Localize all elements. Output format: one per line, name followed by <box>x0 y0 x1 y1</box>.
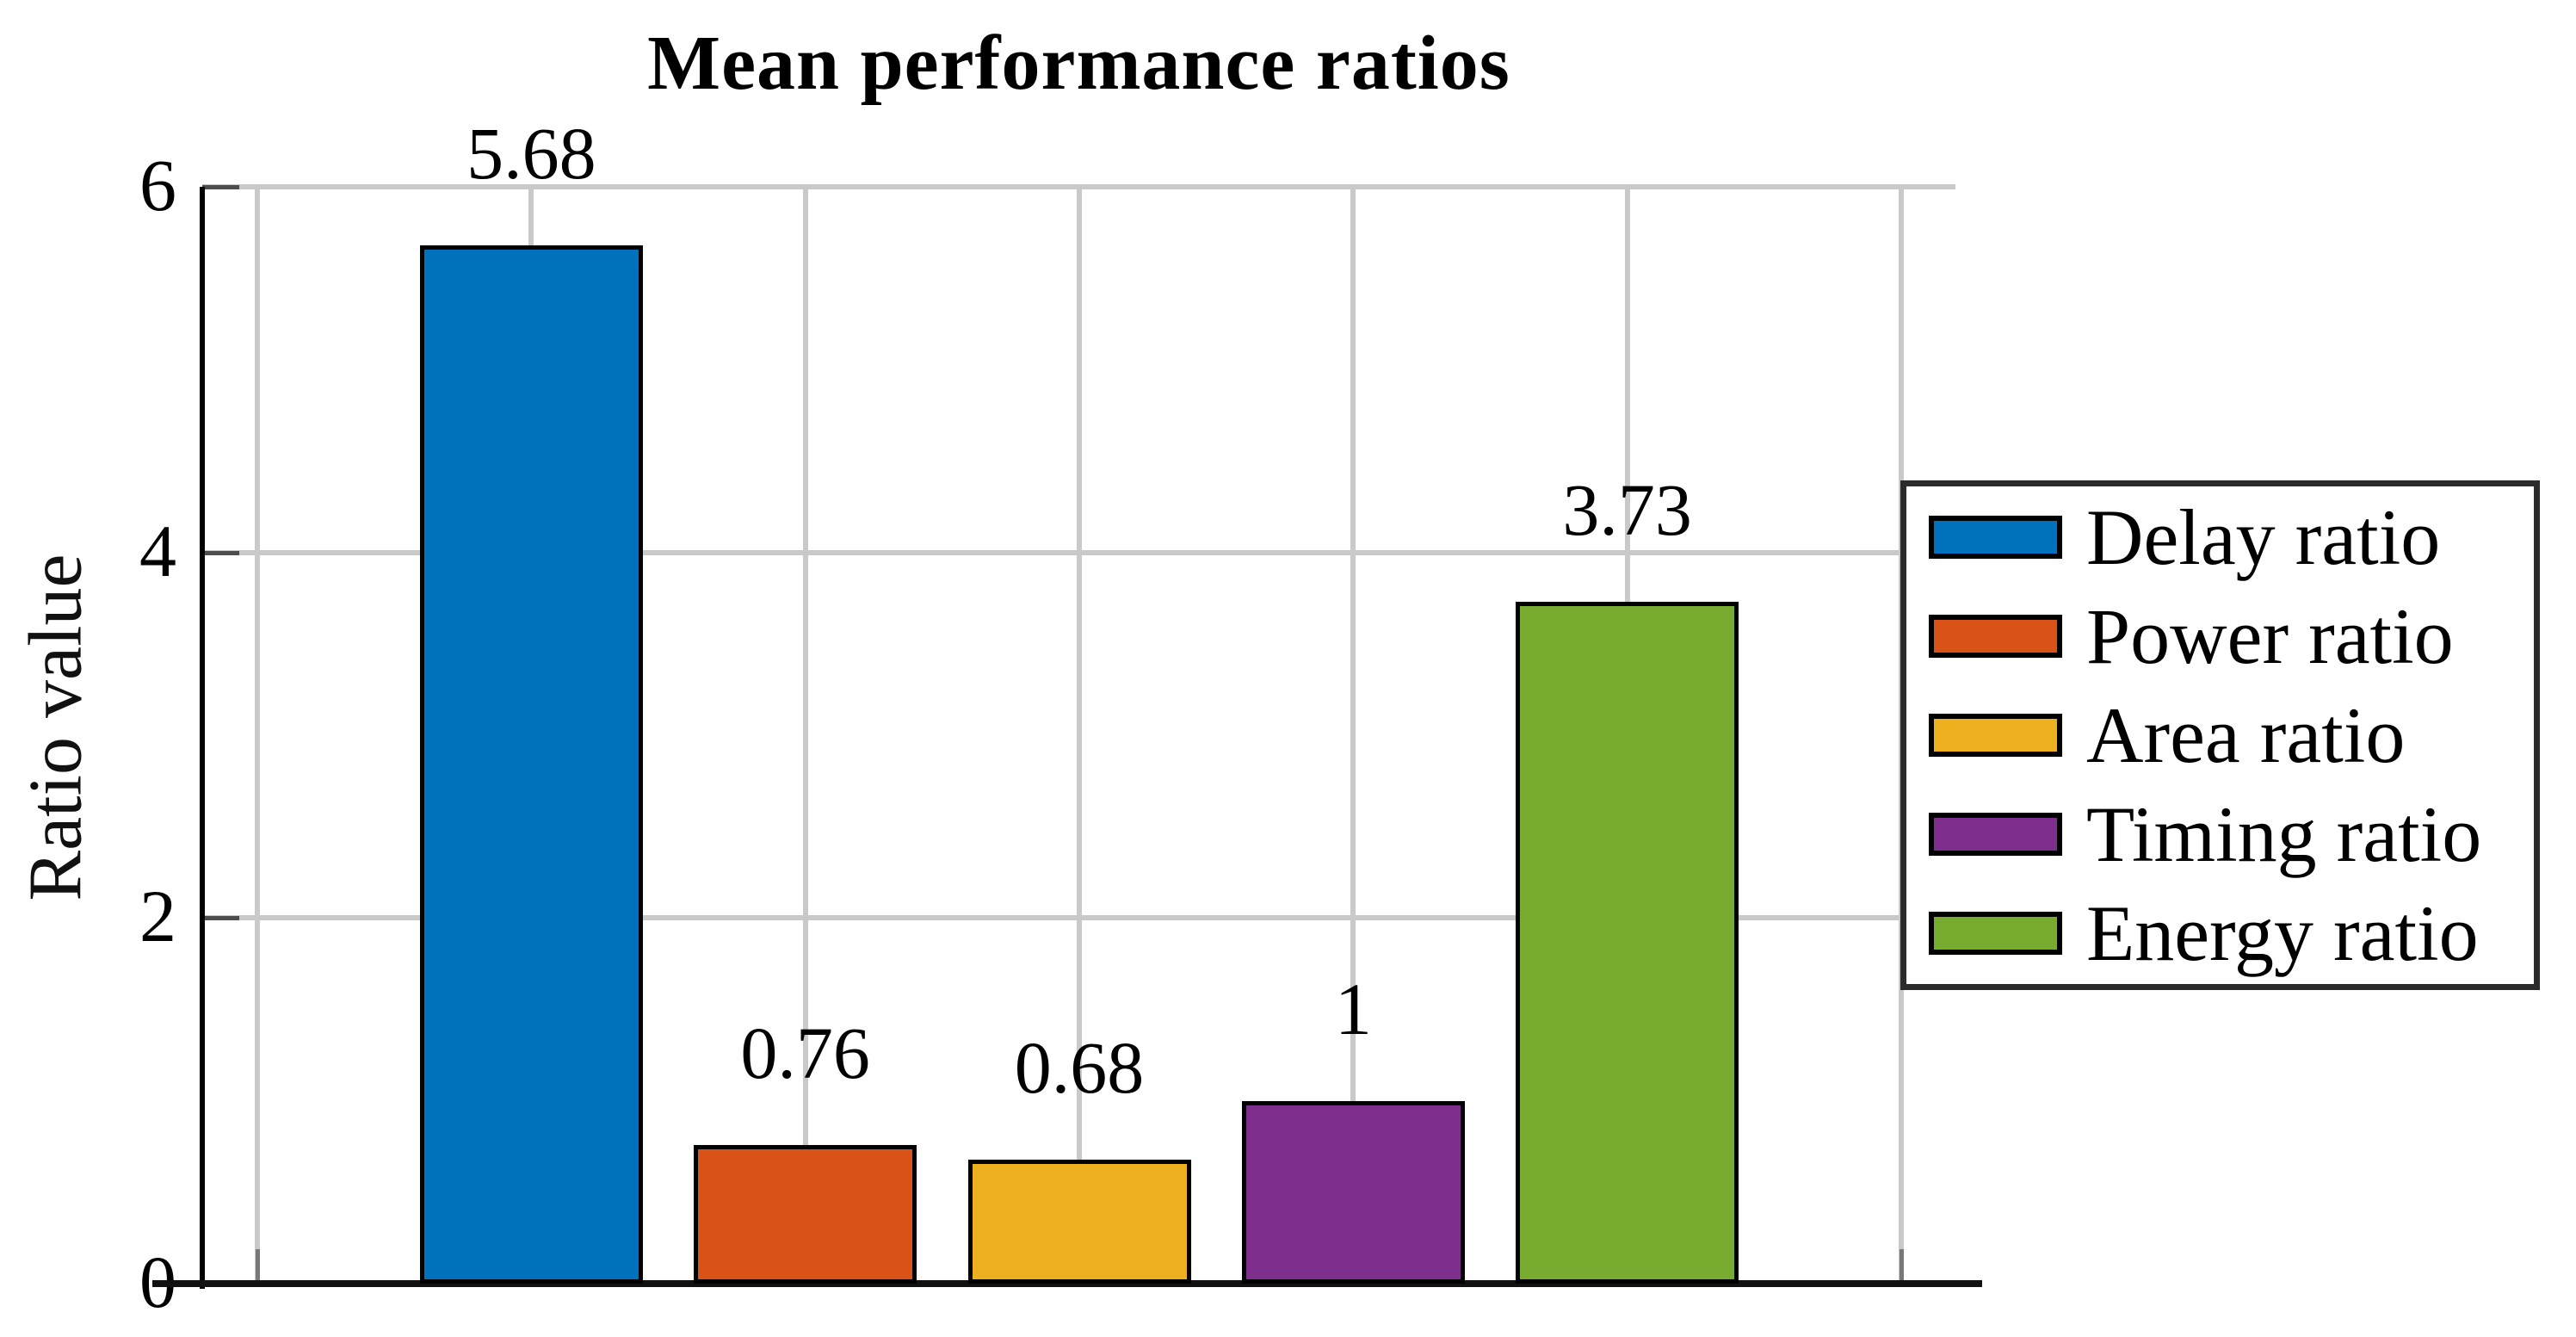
legend-item: Delay ratio <box>1906 489 2534 585</box>
chart-title: Mean performance ratios <box>647 21 1510 106</box>
y-tick-mark <box>202 916 239 921</box>
legend-item-label: Timing ratio <box>2086 790 2482 878</box>
x-gridline <box>1077 187 1082 1284</box>
bar-value-label: 1 <box>1334 967 1372 1050</box>
bar-power-ratio <box>694 1144 917 1284</box>
bar-timing-ratio <box>1241 1100 1465 1284</box>
legend-item: Area ratio <box>1906 687 2534 783</box>
bar-value-label: 0.68 <box>1014 1025 1145 1109</box>
legend-item: Energy ratio <box>1906 885 2534 981</box>
bar-value-label: 5.68 <box>466 111 596 195</box>
legend-item-label: Energy ratio <box>2086 889 2479 977</box>
y-tick-mark <box>202 185 239 189</box>
y-tick-label: 0 <box>0 1245 176 1319</box>
legend-item-label: Area ratio <box>2086 691 2406 779</box>
y-tick-label: 2 <box>139 875 176 958</box>
bar-value-label: 0.76 <box>740 1011 870 1094</box>
legend-item: Power ratio <box>1906 588 2534 684</box>
bar-delay-ratio <box>419 244 643 1284</box>
y-axis-line <box>200 187 205 1289</box>
bar-energy-ratio <box>1516 601 1739 1284</box>
legend-item-label: Power ratio <box>2086 592 2454 680</box>
x-axis-line <box>152 1280 1982 1287</box>
legend-swatch-area-ratio <box>1929 714 2062 757</box>
bar-area-ratio <box>967 1159 1191 1284</box>
legend-swatch-timing-ratio <box>1929 813 2062 856</box>
bar-value-label: 3.73 <box>1562 467 1692 551</box>
x-gridline <box>255 187 260 1284</box>
legend-swatch-power-ratio <box>1929 615 2062 658</box>
legend-item: Timing ratio <box>1906 786 2534 882</box>
x-tick-mark <box>1900 1249 1904 1284</box>
legend-item-label: Delay ratio <box>2086 493 2441 581</box>
legend-swatch-delay-ratio <box>1929 516 2062 559</box>
x-gridline <box>802 187 808 1284</box>
y-tick-mark <box>202 550 239 555</box>
legend: Delay ratio Power ratio Area ratio Timing r… <box>1900 480 2540 990</box>
x-gridline <box>1350 187 1356 1284</box>
legend-swatch-energy-ratio <box>1929 912 2062 955</box>
y-tick-label: 4 <box>139 509 176 592</box>
y-tick-label: 6 <box>139 144 176 226</box>
x-tick-mark <box>256 1249 260 1284</box>
